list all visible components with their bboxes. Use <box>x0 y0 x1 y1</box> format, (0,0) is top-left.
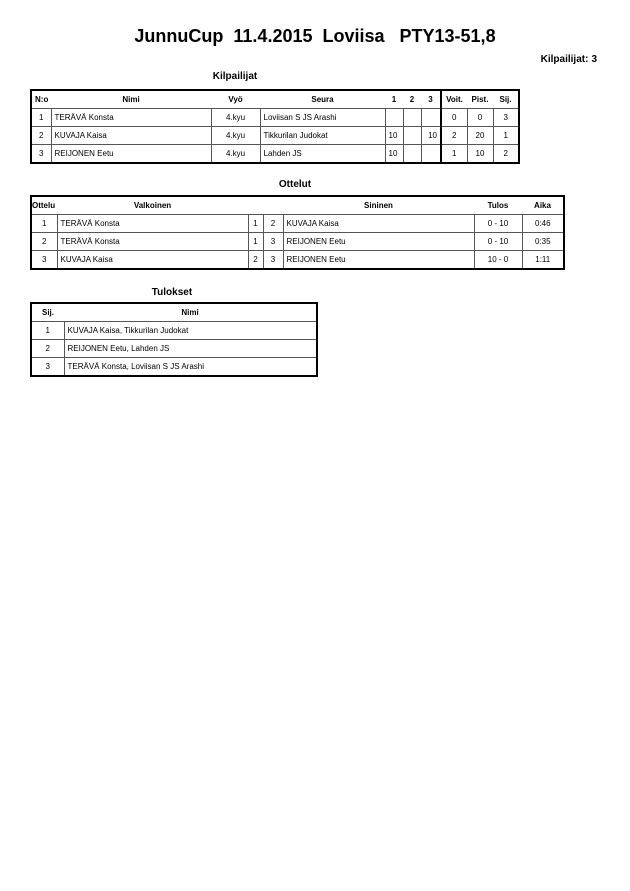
table-cell: KUVAJA Kaisa <box>50 126 212 145</box>
col-header: 1 <box>385 90 403 109</box>
table-cell: 1 <box>247 214 264 233</box>
col-header: Pist. <box>467 90 493 109</box>
table-cell: 4.kyu <box>210 108 261 127</box>
col-header: Seura <box>260 90 385 109</box>
table-cell <box>384 108 404 127</box>
col-header <box>248 196 263 215</box>
table-cell: 1 <box>30 214 58 233</box>
competitor-count-value: 3 <box>591 54 597 65</box>
table-row: 2 TERÄVÄ Konsta 1 3 REIJONEN Eetu 0 - 10 0:35 <box>30 232 565 251</box>
col-header: Nimi <box>64 303 317 322</box>
competitor-count: Kilpailijat: 3 <box>538 54 597 65</box>
col-header: 2 <box>403 90 421 109</box>
col-header: 3 <box>421 90 441 109</box>
table-cell: 3 <box>262 250 284 270</box>
col-header: Tulos <box>474 196 522 215</box>
table-cell: 20 <box>466 126 494 145</box>
col-header: Sij. <box>31 303 64 322</box>
table-cell <box>402 144 422 164</box>
table-cell: 1 <box>492 126 520 145</box>
table-cell: Tikkurilan Judokat <box>259 126 386 145</box>
competitors-heading: Kilpailijat <box>212 71 258 82</box>
table-cell: 0:35 <box>521 232 565 251</box>
table-cell: 2 <box>30 339 65 358</box>
table-cell <box>420 144 442 164</box>
table-cell: TERÄVÄ Konsta, Loviisan S JS Arashi <box>63 357 318 377</box>
table-cell: 10 <box>420 126 442 145</box>
competitors-table: N:o Nimi Vyö Seura 1 2 3 Voit. Pist. Sij… <box>30 89 520 164</box>
table-row: 3 TERÄVÄ Konsta, Loviisan S JS Arashi <box>30 357 318 377</box>
col-header: Ottelu <box>31 196 57 215</box>
matches-table: Ottelu Valkoinen Sininen Tulos Aika 1 TER… <box>30 195 565 270</box>
table-cell: 0 - 10 <box>473 232 523 251</box>
table-row: 2 REIJONEN Eetu, Lahden JS <box>30 339 318 358</box>
table-cell: 3 <box>30 250 58 270</box>
table-cell: 2 <box>440 126 468 145</box>
table-cell: 3 <box>30 144 52 164</box>
table-cell: KUVAJA Kaisa, Tikkurilan Judokat <box>63 321 318 340</box>
table-row: 1 TERÄVÄ Konsta 1 2 KUVAJA Kaisa 0 - 10 0:46 <box>30 214 565 233</box>
table-row: 1 KUVAJA Kaisa, Tikkurilan Judokat <box>30 321 318 340</box>
table-cell: 2 <box>262 214 284 233</box>
table-cell: KUVAJA Kaisa <box>56 250 249 270</box>
table-cell: 2 <box>30 232 58 251</box>
table-cell: 10 <box>384 126 404 145</box>
col-header: Aika <box>522 196 564 215</box>
table-cell: Lahden JS <box>259 144 386 164</box>
table-row: 1 TERÄVÄ Konsta 4.kyu Loviisan S JS Arashi 0… <box>30 108 520 127</box>
table-cell: 3 <box>262 232 284 251</box>
col-header: Voit. <box>440 90 467 109</box>
col-header: Vyö <box>211 90 260 109</box>
table-cell: 1:11 <box>521 250 565 270</box>
table-cell: 3 <box>492 108 520 127</box>
table-cell: TERÄVÄ Konsta <box>56 232 249 251</box>
table-cell: 10 <box>384 144 404 164</box>
table-cell: TERÄVÄ Konsta <box>56 214 249 233</box>
results-table: Sij. Nimi 1 KUVAJA Kaisa, Tikkurilan Judo… <box>30 302 318 377</box>
table-cell: 0:46 <box>521 214 565 233</box>
table-cell: 1 <box>440 144 468 164</box>
results-heading: Tulokset <box>151 287 193 298</box>
col-header <box>263 196 283 215</box>
table-cell: 1 <box>30 321 65 340</box>
table-row: 2 KUVAJA Kaisa 4.kyu Tikkurilan Judokat 10 10… <box>30 126 520 145</box>
table-cell: 4.kyu <box>210 126 261 145</box>
table-cell: 10 <box>466 144 494 164</box>
table-cell: 1 <box>247 232 264 251</box>
table-cell: 1 <box>30 108 52 127</box>
table-cell: KUVAJA Kaisa <box>282 214 475 233</box>
table-cell: 2 <box>30 126 52 145</box>
table-cell: 0 <box>466 108 494 127</box>
table-cell: 4.kyu <box>210 144 261 164</box>
table-cell: REIJONEN Eetu, Lahden JS <box>63 339 318 358</box>
table-row: 3 KUVAJA Kaisa 2 3 REIJONEN Eetu 10 - 0 1:11 <box>30 250 565 270</box>
table-cell: 3 <box>30 357 65 377</box>
table-cell: 0 <box>440 108 468 127</box>
table-cell: TERÄVÄ Konsta <box>50 108 212 127</box>
table-cell <box>402 108 422 127</box>
table-cell: REIJONEN Eetu <box>282 250 475 270</box>
page-title: JunnuCup 11.4.2015 Loviisa PTY13-51,8 <box>134 26 496 46</box>
table-cell <box>402 126 422 145</box>
table-cell: REIJONEN Eetu <box>50 144 212 164</box>
col-header: Sininen <box>283 196 474 215</box>
table-cell: 0 - 10 <box>473 214 523 233</box>
table-row: 3 REIJONEN Eetu 4.kyu Lahden JS 10 1 10 2 <box>30 144 520 164</box>
col-header: Valkoinen <box>57 196 248 215</box>
table-header-row: N:o Nimi Vyö Seura 1 2 3 Voit. Pist. Sij… <box>31 90 519 109</box>
table-cell: Loviisan S JS Arashi <box>259 108 386 127</box>
col-header: Sij. <box>493 90 519 109</box>
table-header-row: Ottelu Valkoinen Sininen Tulos Aika <box>31 196 564 215</box>
table-cell: 10 - 0 <box>473 250 523 270</box>
competitor-count-label: Kilpailijat: <box>540 54 589 65</box>
col-header: Nimi <box>51 90 211 109</box>
col-header: N:o <box>31 90 51 109</box>
table-cell: 2 <box>492 144 520 164</box>
table-cell: REIJONEN Eetu <box>282 232 475 251</box>
table-cell: 2 <box>247 250 264 270</box>
matches-heading: Ottelut <box>278 179 312 190</box>
table-header-row: Sij. Nimi <box>31 303 317 322</box>
table-cell <box>420 108 442 127</box>
